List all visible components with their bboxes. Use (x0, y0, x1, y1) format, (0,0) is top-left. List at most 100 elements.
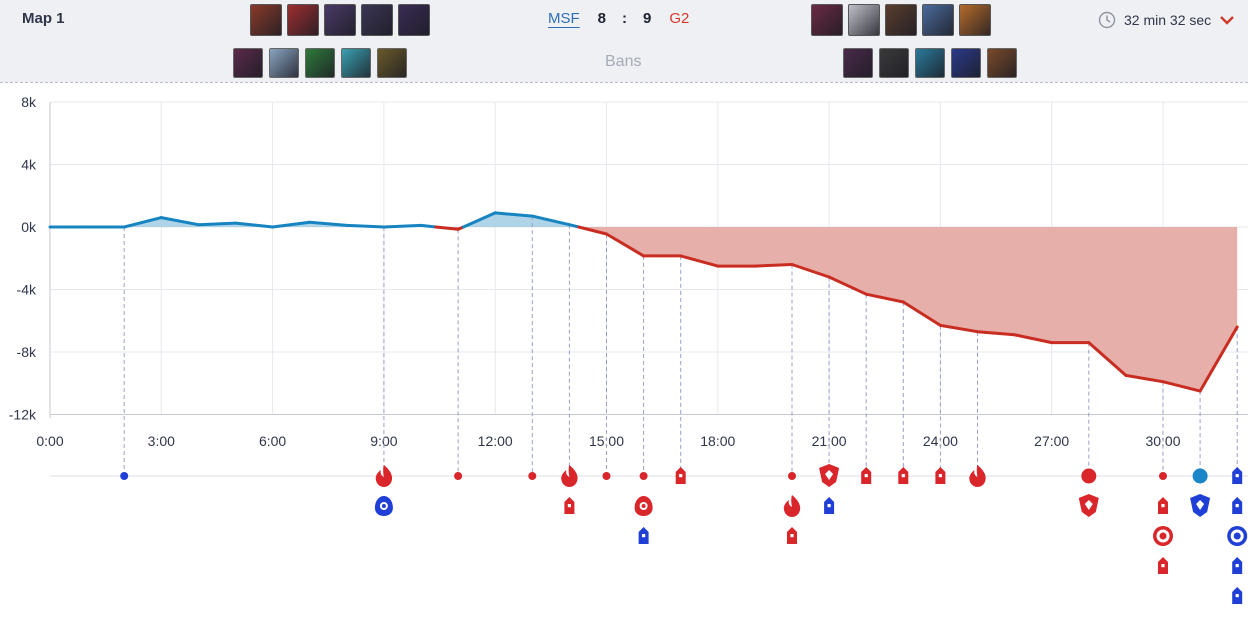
dragon-event-icon[interactable] (561, 465, 578, 487)
tower-window (1235, 474, 1239, 478)
tower-event-icon[interactable] (1232, 587, 1243, 604)
kill-event-icon[interactable] (1159, 472, 1167, 480)
gold-diff-line-segment (1087, 341, 1128, 377)
bans-label: Bans (605, 53, 642, 70)
red-pick-portrait-1[interactable] (811, 4, 843, 36)
gold-diff-line-segment (938, 323, 979, 334)
tower-event-icon[interactable] (1158, 497, 1168, 514)
blue-pick-portrait-3[interactable] (324, 4, 356, 36)
blue-team-name[interactable]: MSF (548, 10, 580, 27)
baron-detail (1084, 500, 1093, 510)
dragon-marker (375, 465, 393, 487)
tower-event-icon[interactable] (1158, 557, 1168, 574)
gold-diff-line-segment (345, 223, 386, 229)
red-ban-portrait-1[interactable] (843, 48, 873, 78)
dragon-marker (783, 495, 801, 517)
gold-diff-line-segment (605, 232, 646, 258)
herald-pupil (641, 504, 646, 508)
tower-event-icon[interactable] (787, 527, 797, 544)
blue-pick-portrait-4[interactable] (361, 4, 393, 36)
tower-window (827, 504, 831, 508)
herald-event-icon[interactable] (374, 496, 393, 516)
gold-diff-line-segment (753, 263, 794, 268)
tower-event-icon[interactable] (675, 467, 686, 484)
tower-window (901, 474, 905, 478)
x-tick-label: 27:00 (1034, 433, 1069, 449)
big-kill-event-icon[interactable] (1081, 468, 1097, 484)
tower-event-icon[interactable] (935, 467, 946, 484)
tower-window (1161, 504, 1165, 508)
red-pick-portrait-3[interactable] (885, 4, 917, 36)
big-kill-event-icon[interactable] (1192, 468, 1208, 484)
tower-event-icon[interactable] (898, 467, 909, 484)
red-lead-area (50, 227, 1238, 392)
tower-event-icon[interactable] (1232, 467, 1243, 484)
chevron-down-icon[interactable] (1219, 14, 1235, 26)
red-pick-portrait-4[interactable] (922, 4, 954, 36)
gold-diff-line-segment (461, 211, 497, 229)
tower-window (1235, 564, 1239, 568)
red-ban-portrait-2[interactable] (879, 48, 909, 78)
blue-ban-portrait-2[interactable] (269, 48, 299, 78)
gold-diff-line-segment (901, 300, 942, 327)
baron-event-icon[interactable] (819, 464, 840, 487)
red-ban-portrait-3[interactable] (915, 48, 945, 78)
kill-event-icon[interactable] (788, 472, 796, 480)
blue-ban-portrait-1[interactable] (233, 48, 263, 78)
kill-event-icon[interactable] (454, 472, 463, 480)
red-pick-portrait-2[interactable] (848, 4, 880, 36)
blue-pick-portrait-5[interactable] (398, 4, 430, 36)
gold-diff-line-segment (530, 214, 571, 227)
dragon-event-icon[interactable] (783, 495, 801, 517)
kill-marker (120, 472, 129, 480)
blue-ban-portrait-5[interactable] (377, 48, 407, 78)
gold-diff-line-segment (122, 216, 163, 229)
gold-diff-line-segment (1013, 333, 1054, 345)
kill-marker (1081, 468, 1097, 484)
gold-diff-line-segment (827, 275, 868, 296)
baron-event-icon[interactable] (1190, 494, 1211, 517)
red-ban-portrait-5[interactable] (987, 48, 1017, 78)
blue-ban-portrait-4[interactable] (341, 48, 371, 78)
tower-window (1235, 504, 1239, 508)
inhibitor-event-icon[interactable] (1153, 526, 1173, 546)
blue-pick-portrait-1[interactable] (250, 4, 282, 36)
tower-window (642, 534, 646, 538)
blue-team-picks (250, 4, 430, 36)
kill-marker (528, 472, 537, 480)
gold-diff-line-segment (567, 223, 581, 229)
tower-window (864, 474, 868, 478)
gold-diff-line-segment (864, 292, 905, 304)
baron-event-icon[interactable] (1078, 494, 1099, 517)
dragon-event-icon[interactable] (375, 465, 393, 487)
red-ban-portrait-4[interactable] (951, 48, 981, 78)
gold-diff-line-segment (419, 223, 438, 229)
tower-event-icon[interactable] (1232, 497, 1243, 514)
tower-event-icon[interactable] (861, 467, 872, 484)
kill-marker (454, 472, 463, 480)
kill-event-icon[interactable] (639, 472, 648, 480)
x-tick-label: 6:00 (259, 433, 286, 449)
gold-diff-line-segment (382, 223, 423, 229)
red-pick-portrait-5[interactable] (959, 4, 991, 36)
dragon-event-icon[interactable] (969, 465, 986, 487)
kill-event-icon[interactable] (602, 472, 611, 480)
gold-diff-line-segment (1124, 373, 1165, 384)
blue-ban-portrait-3[interactable] (305, 48, 335, 78)
game-duration[interactable]: 32 min 32 sec (1098, 11, 1235, 29)
tower-event-icon[interactable] (1232, 557, 1243, 574)
tower-event-icon[interactable] (824, 497, 835, 514)
match-header: Map 1 MSF 8 : 9 G2 32 min 32 sec Bans (0, 0, 1248, 82)
kill-event-icon[interactable] (528, 472, 537, 480)
tower-event-icon[interactable] (638, 527, 649, 544)
kill-marker (639, 472, 648, 480)
herald-event-icon[interactable] (634, 496, 653, 516)
scoreboard: MSF 8 : 9 G2 (548, 10, 689, 27)
inhibitor-event-icon[interactable] (1227, 526, 1248, 546)
blue-pick-portrait-2[interactable] (287, 4, 319, 36)
tower-event-icon[interactable] (564, 497, 575, 514)
kill-event-icon[interactable] (120, 472, 129, 480)
baron-detail (1196, 500, 1205, 510)
red-team-name[interactable]: G2 (669, 10, 690, 27)
